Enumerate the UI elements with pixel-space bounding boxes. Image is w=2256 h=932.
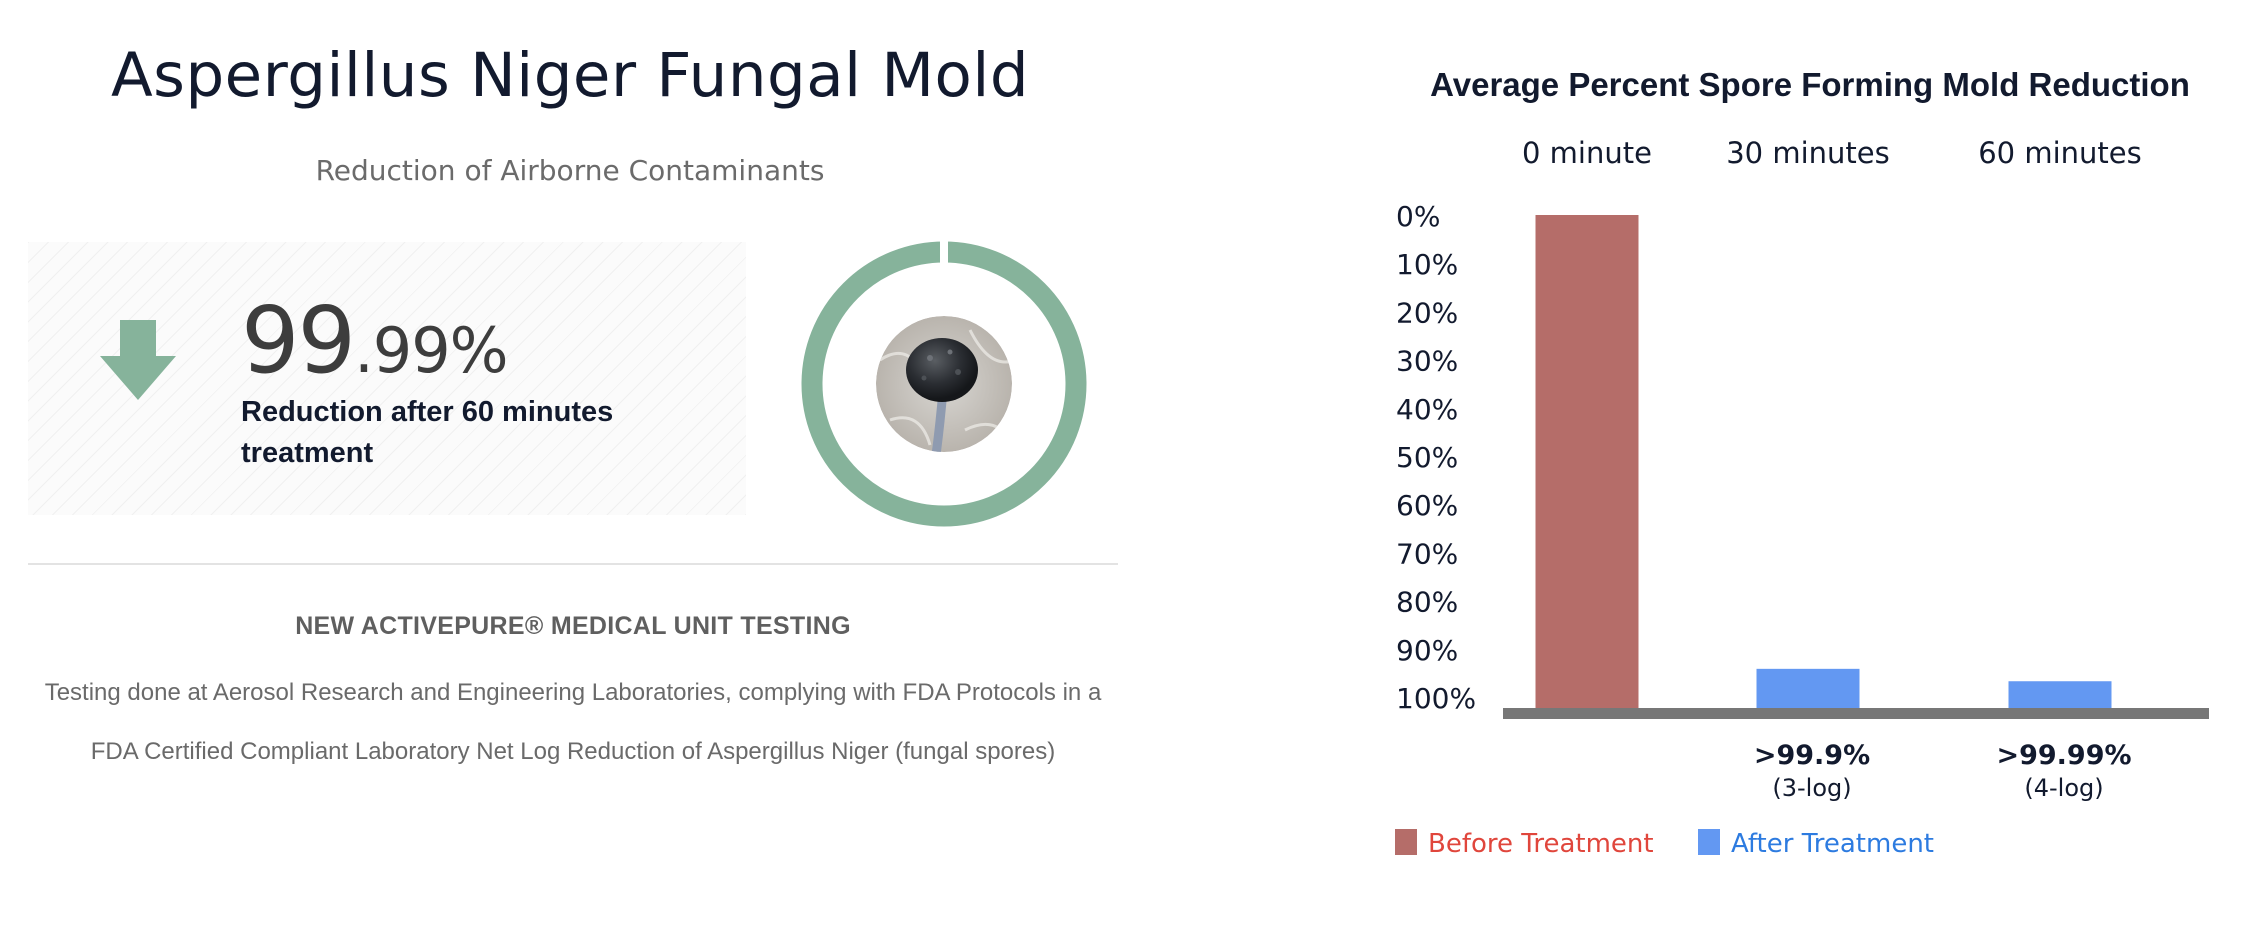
reduction-percentage: 99.99% [241,287,509,394]
progress-ring [801,240,1087,527]
spore-reduction-chart: Average Percent Spore Forming Mold Reduc… [1360,0,2256,932]
page-subtitle: Reduction of Airborne Contaminants [315,154,825,187]
legend-label: Before Treatment [1428,829,1654,859]
y-tick-label: 20% [1396,296,1458,329]
page-title: Aspergillus Niger Fungal Mold [110,40,1030,111]
bar-value-label: >99.9% [1754,740,1870,771]
chart-svg: Average Percent Spore Forming Mold Reduc… [1395,66,2209,859]
category-label: 60 minutes [1978,136,2142,170]
reduction-description: Reduction after 60 minutes treatment [241,396,614,469]
mold-spore-image [876,316,1012,452]
testing-heading: NEW ACTIVEPURE® MEDICAL UNIT TESTING [295,612,851,640]
bar-log-label: (4-log) [2024,774,2103,802]
section-divider [28,563,1118,565]
chart-baseline [1503,708,2209,719]
legend-label: After Treatment [1731,829,1934,859]
y-tick-label: 90% [1396,634,1458,667]
reduction-integer: 99 [241,287,356,394]
y-tick-label: 80% [1396,586,1458,619]
bar-after-treatment [2008,681,2112,711]
category-label: 0 minute [1522,136,1652,170]
reduction-stat-card: 99.99% Reduction after 60 minutes treatm… [28,242,746,515]
y-tick-label: 0% [1396,200,1440,233]
bar-value-label: >99.99% [1996,740,2131,771]
category-label: 30 minutes [1726,136,1890,170]
legend-swatch [1395,829,1417,855]
bar-after-treatment [1756,668,1860,711]
legend-swatch [1698,829,1720,855]
y-tick-label: 40% [1396,393,1458,426]
y-tick-label: 70% [1396,537,1458,570]
down-arrow-icon [100,320,176,400]
y-tick-label: 60% [1396,489,1458,522]
left-panel: Aspergillus Niger Fungal Mold Reduction … [28,40,1118,765]
chart-title: Average Percent Spore Forming Mold Reduc… [1430,66,2190,103]
y-tick-label: 50% [1396,441,1458,474]
y-tick-label: 30% [1396,345,1458,378]
y-tick-label: 10% [1396,248,1458,281]
reduction-decimal: .99% [354,314,509,387]
y-tick-label: 100% [1396,682,1476,715]
bar-log-label: (3-log) [1772,774,1851,802]
testing-description: Testing done at Aerosol Research and Eng… [44,679,1102,765]
bar-before-treatment [1535,215,1639,711]
